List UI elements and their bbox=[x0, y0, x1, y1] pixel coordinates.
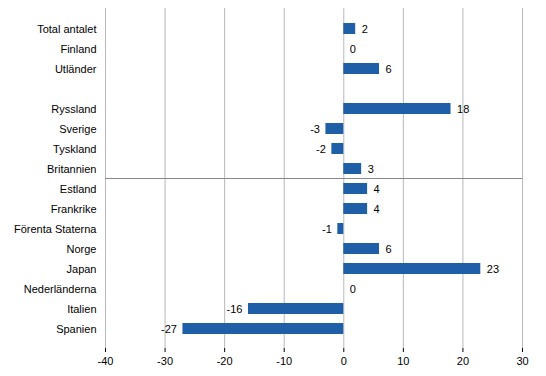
svg-text:0: 0 bbox=[350, 283, 356, 295]
svg-text:Japan: Japan bbox=[67, 263, 97, 275]
svg-text:Britannien: Britannien bbox=[47, 163, 97, 175]
svg-text:2: 2 bbox=[362, 23, 368, 35]
svg-text:Utländer: Utländer bbox=[55, 63, 97, 75]
svg-text:6: 6 bbox=[386, 243, 392, 255]
svg-text:Ryssland: Ryssland bbox=[51, 103, 96, 115]
svg-text:-2: -2 bbox=[316, 143, 326, 155]
svg-text:4: 4 bbox=[374, 183, 380, 195]
svg-text:Tyskland: Tyskland bbox=[53, 143, 96, 155]
svg-text:Total antalet: Total antalet bbox=[37, 23, 96, 35]
svg-text:23: 23 bbox=[487, 263, 499, 275]
svg-text:6: 6 bbox=[386, 63, 392, 75]
svg-text:Estland: Estland bbox=[60, 183, 97, 195]
svg-text:10: 10 bbox=[397, 355, 409, 367]
svg-text:3: 3 bbox=[368, 163, 374, 175]
svg-text:-27: -27 bbox=[161, 323, 177, 335]
svg-text:Frankrike: Frankrike bbox=[51, 203, 97, 215]
svg-text:Nederländerna: Nederländerna bbox=[24, 283, 98, 295]
svg-text:-16: -16 bbox=[227, 303, 243, 315]
svg-text:-40: -40 bbox=[98, 355, 114, 367]
svg-text:20: 20 bbox=[457, 355, 469, 367]
svg-text:Italien: Italien bbox=[67, 303, 96, 315]
svg-text:30: 30 bbox=[516, 355, 528, 367]
svg-text:4: 4 bbox=[374, 203, 380, 215]
svg-text:Norge: Norge bbox=[67, 243, 97, 255]
svg-text:-1: -1 bbox=[322, 223, 332, 235]
svg-text:-20: -20 bbox=[217, 355, 233, 367]
svg-text:-30: -30 bbox=[157, 355, 173, 367]
svg-text:Sverige: Sverige bbox=[59, 123, 96, 135]
svg-text:-10: -10 bbox=[276, 355, 292, 367]
svg-text:0: 0 bbox=[350, 43, 356, 55]
svg-text:Finland: Finland bbox=[60, 43, 96, 55]
svg-text:18: 18 bbox=[457, 103, 469, 115]
svg-text:0: 0 bbox=[341, 355, 347, 367]
svg-text:Förenta Staterna: Förenta Staterna bbox=[14, 223, 97, 235]
svg-text:-3: -3 bbox=[310, 123, 320, 135]
svg-text:Spanien: Spanien bbox=[56, 323, 96, 335]
